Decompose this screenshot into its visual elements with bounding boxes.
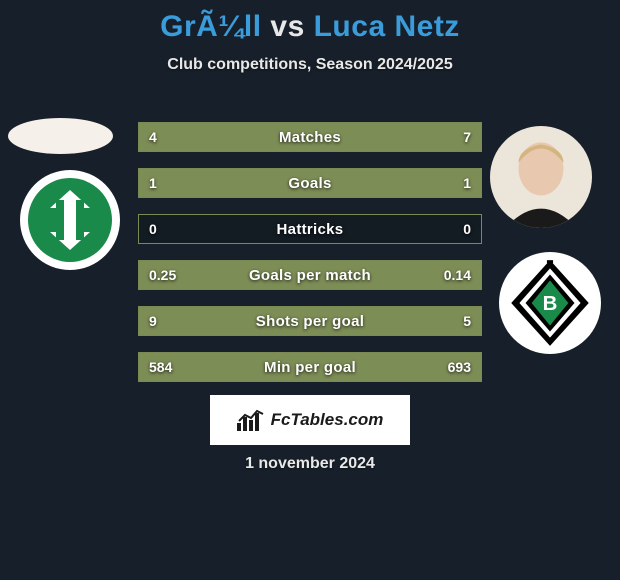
stat-row: 584693Min per goal (138, 352, 482, 382)
stat-label: Hattricks (139, 215, 481, 243)
player1-name: GrÃ¼ll (160, 10, 261, 43)
player1-club (20, 170, 120, 270)
player2-photo (490, 126, 592, 228)
player1-photo (8, 118, 113, 154)
infographic-date: 1 november 2024 (0, 455, 620, 473)
stats-panel: 47Matches 11Goals 00Hattricks 0.250.14Goals… (138, 122, 482, 398)
stat-row: 47Matches (138, 122, 482, 152)
stat-label: Min per goal (139, 353, 481, 381)
player2-club: B (499, 252, 601, 354)
stat-label: Goals (139, 169, 481, 197)
branding-badge: FcTables.com (210, 395, 410, 445)
stat-row: 95Shots per goal (138, 306, 482, 336)
stat-label: Goals per match (139, 261, 481, 289)
stat-label: Shots per goal (139, 307, 481, 335)
comparison-title: GrÃ¼ll vs Luca Netz (0, 0, 620, 44)
stat-row: 0.250.14Goals per match (138, 260, 482, 290)
branding-icon (237, 409, 265, 431)
branding-text: FcTables.com (271, 410, 384, 430)
stat-label: Matches (139, 123, 481, 151)
subtitle: Club competitions, Season 2024/2025 (0, 56, 620, 74)
player2-name: Luca Netz (314, 10, 460, 43)
svg-text:B: B (543, 293, 558, 315)
vs-text: vs (270, 10, 304, 43)
stat-row: 11Goals (138, 168, 482, 198)
stat-row: 00Hattricks (138, 214, 482, 244)
